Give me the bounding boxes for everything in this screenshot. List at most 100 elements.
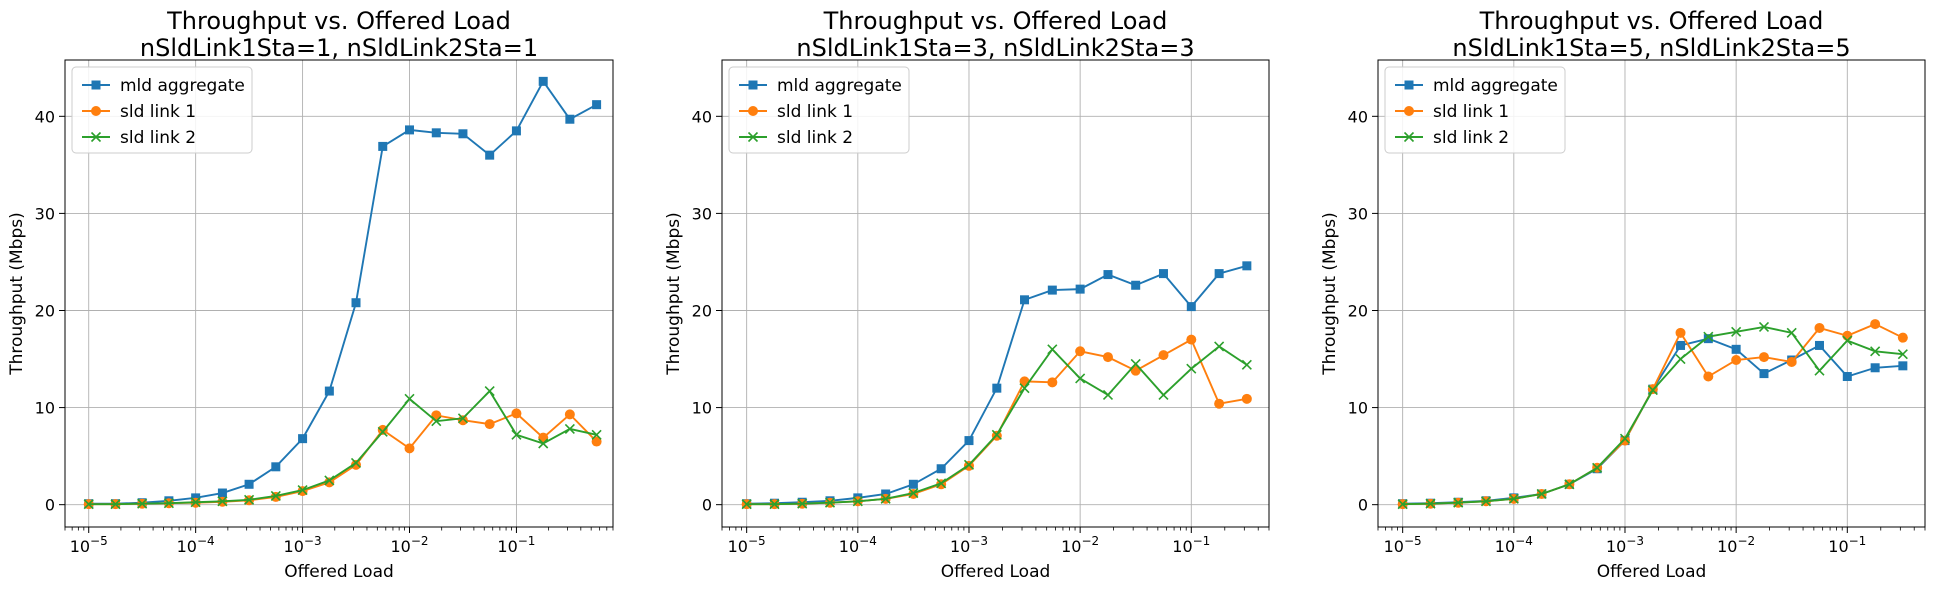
series-3 xyxy=(1397,321,1908,510)
chart-subtitle: nSldLink1Sta=1, nSldLink2Sta=1 xyxy=(140,34,538,62)
x-tick-label: 10−1 xyxy=(497,534,535,556)
legend-marker xyxy=(747,131,759,143)
data-point xyxy=(1103,270,1113,280)
data-point xyxy=(1703,334,1713,344)
subplot-1: 10−5 10−4 10−3 10−2 10−1 0 10 20 30 40 Throughput … xyxy=(7,7,614,582)
legend-marker xyxy=(91,106,101,116)
legend-entry: sld link 1 xyxy=(1395,102,1509,122)
chart-subtitle: nSldLink1Sta=5, nSldLink2Sta=5 xyxy=(1452,34,1850,62)
data-point xyxy=(351,298,361,308)
chart-title: Throughput vs. Offered Load xyxy=(823,7,1168,35)
data-point xyxy=(1536,488,1547,500)
data-point xyxy=(1731,344,1741,354)
y-tick-label: 10 xyxy=(1348,399,1368,418)
x-tick-label: 10−4 xyxy=(839,534,877,556)
data-point xyxy=(1453,497,1464,508)
data-point xyxy=(1647,385,1658,396)
x-tick-label: 10−5 xyxy=(1384,534,1422,556)
y-axis-label: Throughput (Mbps) xyxy=(664,212,684,376)
data-point xyxy=(1102,352,1113,363)
legend-marker xyxy=(90,131,102,143)
legend-label: sld link 2 xyxy=(120,128,196,148)
legend-entry: mld aggregate xyxy=(1395,76,1558,96)
data-point xyxy=(511,126,521,136)
legend-entry: sld link 2 xyxy=(739,128,853,148)
legend: mld aggregate sld link 1 sld link 2 xyxy=(71,66,253,154)
data-point xyxy=(1703,331,1714,342)
data-point xyxy=(484,419,495,430)
data-point xyxy=(769,499,780,510)
legend-box xyxy=(728,66,910,154)
data-point xyxy=(511,429,522,440)
data-point xyxy=(405,125,415,135)
data-point xyxy=(852,496,863,507)
legend-entry: sld link 2 xyxy=(82,128,196,148)
data-point xyxy=(1020,295,1030,305)
data-point xyxy=(404,393,415,404)
x-tick-label: 10−4 xyxy=(1495,534,1533,556)
legend-entry: sld link 1 xyxy=(739,102,853,122)
axes-frame xyxy=(721,59,1270,528)
legend-marker xyxy=(748,106,758,116)
data-point xyxy=(564,423,575,435)
data-point xyxy=(457,413,469,424)
subplot-3: 10−5 10−4 10−3 10−2 10−1 0 10 20 30 40 Throughput … xyxy=(1320,7,1926,582)
data-point xyxy=(564,409,575,420)
data-point xyxy=(538,76,548,86)
legend-label: sld link 1 xyxy=(120,102,196,122)
data-point xyxy=(431,128,441,138)
data-point xyxy=(1619,433,1631,444)
legend-label: mld aggregate xyxy=(120,76,245,96)
data-point xyxy=(1075,284,1085,294)
data-point xyxy=(1047,344,1058,355)
data-point xyxy=(351,459,362,470)
data-point xyxy=(1897,332,1908,343)
data-point xyxy=(298,434,308,444)
legend-label: mld aggregate xyxy=(1433,76,1558,96)
data-point xyxy=(1186,334,1197,345)
y-tick-label: 20 xyxy=(1348,301,1368,320)
legend-box xyxy=(1384,66,1566,154)
data-point xyxy=(1397,499,1408,510)
data-point xyxy=(1425,498,1436,509)
y-tick-label: 30 xyxy=(35,204,55,223)
legend-entry: sld link 1 xyxy=(82,102,196,122)
data-point xyxy=(1675,327,1686,338)
series-3 xyxy=(83,386,602,510)
data-point xyxy=(1758,352,1769,363)
data-point xyxy=(1508,493,1519,504)
data-point xyxy=(1592,462,1603,473)
data-point xyxy=(1242,261,1252,271)
data-point xyxy=(1619,435,1630,446)
data-point xyxy=(741,499,752,510)
y-tick-label: 0 xyxy=(1358,496,1368,515)
x-tick-label: 10−5 xyxy=(728,534,766,556)
data-point xyxy=(1814,365,1825,376)
legend: mld aggregate sld link 1 sld link 2 xyxy=(1384,66,1566,154)
data-point xyxy=(1759,369,1769,379)
data-point xyxy=(1564,479,1575,490)
data-point xyxy=(1870,346,1881,357)
data-point xyxy=(592,100,602,110)
legend-entry: sld link 2 xyxy=(1395,128,1509,148)
chart-title: Throughput vs. Offered Load xyxy=(166,7,511,35)
x-tick-label: 10−4 xyxy=(177,534,215,556)
legend-entry: mld aggregate xyxy=(739,76,902,96)
data-point xyxy=(992,383,1002,393)
x-tick-label: 10−1 xyxy=(1172,534,1210,556)
legend-label: mld aggregate xyxy=(777,76,902,96)
data-point xyxy=(1676,340,1686,350)
legend-box xyxy=(71,66,253,154)
data-point xyxy=(538,438,549,449)
data-point xyxy=(1130,365,1141,376)
data-point xyxy=(1075,346,1086,357)
data-point xyxy=(484,386,495,397)
data-point xyxy=(324,386,334,396)
data-point xyxy=(377,426,388,437)
data-point xyxy=(458,129,468,139)
x-tick-label: 10−5 xyxy=(70,534,108,556)
data-point xyxy=(824,497,836,508)
data-point xyxy=(1675,353,1686,365)
data-point xyxy=(350,457,362,468)
axes-frame xyxy=(1377,59,1926,528)
